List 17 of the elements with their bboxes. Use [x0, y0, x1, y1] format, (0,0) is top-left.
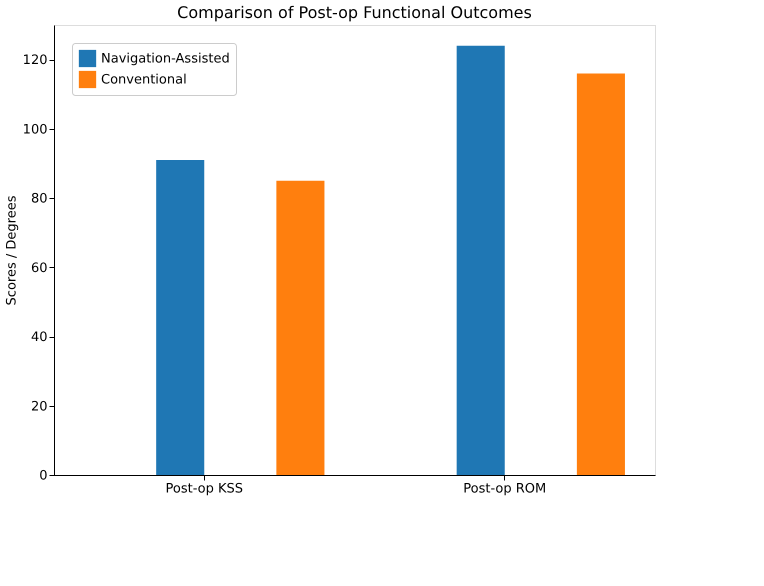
bar	[456, 46, 505, 475]
bar	[276, 180, 324, 475]
legend-label: Navigation-Assisted	[101, 52, 230, 66]
x-tick-label: Post-op ROM	[463, 482, 546, 496]
x-tick-label: Post-op KSS	[166, 482, 243, 496]
y-tick-label: 40	[30, 330, 48, 346]
y-tick-label: 100	[22, 122, 48, 138]
bar	[156, 160, 204, 475]
y-axis-title: Scores / Degrees	[4, 195, 20, 306]
y-tick-label: 80	[30, 192, 48, 207]
y-tick-label: 120	[22, 53, 48, 68]
chart-title: Comparison of Post-op Functional Outcomes	[177, 3, 532, 22]
legend-label: Conventional	[101, 72, 187, 88]
y-tick-label: 60	[30, 260, 48, 276]
bar	[576, 73, 625, 475]
y-tick-label: 20	[30, 399, 48, 414]
y-tick-label: 0	[39, 468, 48, 484]
